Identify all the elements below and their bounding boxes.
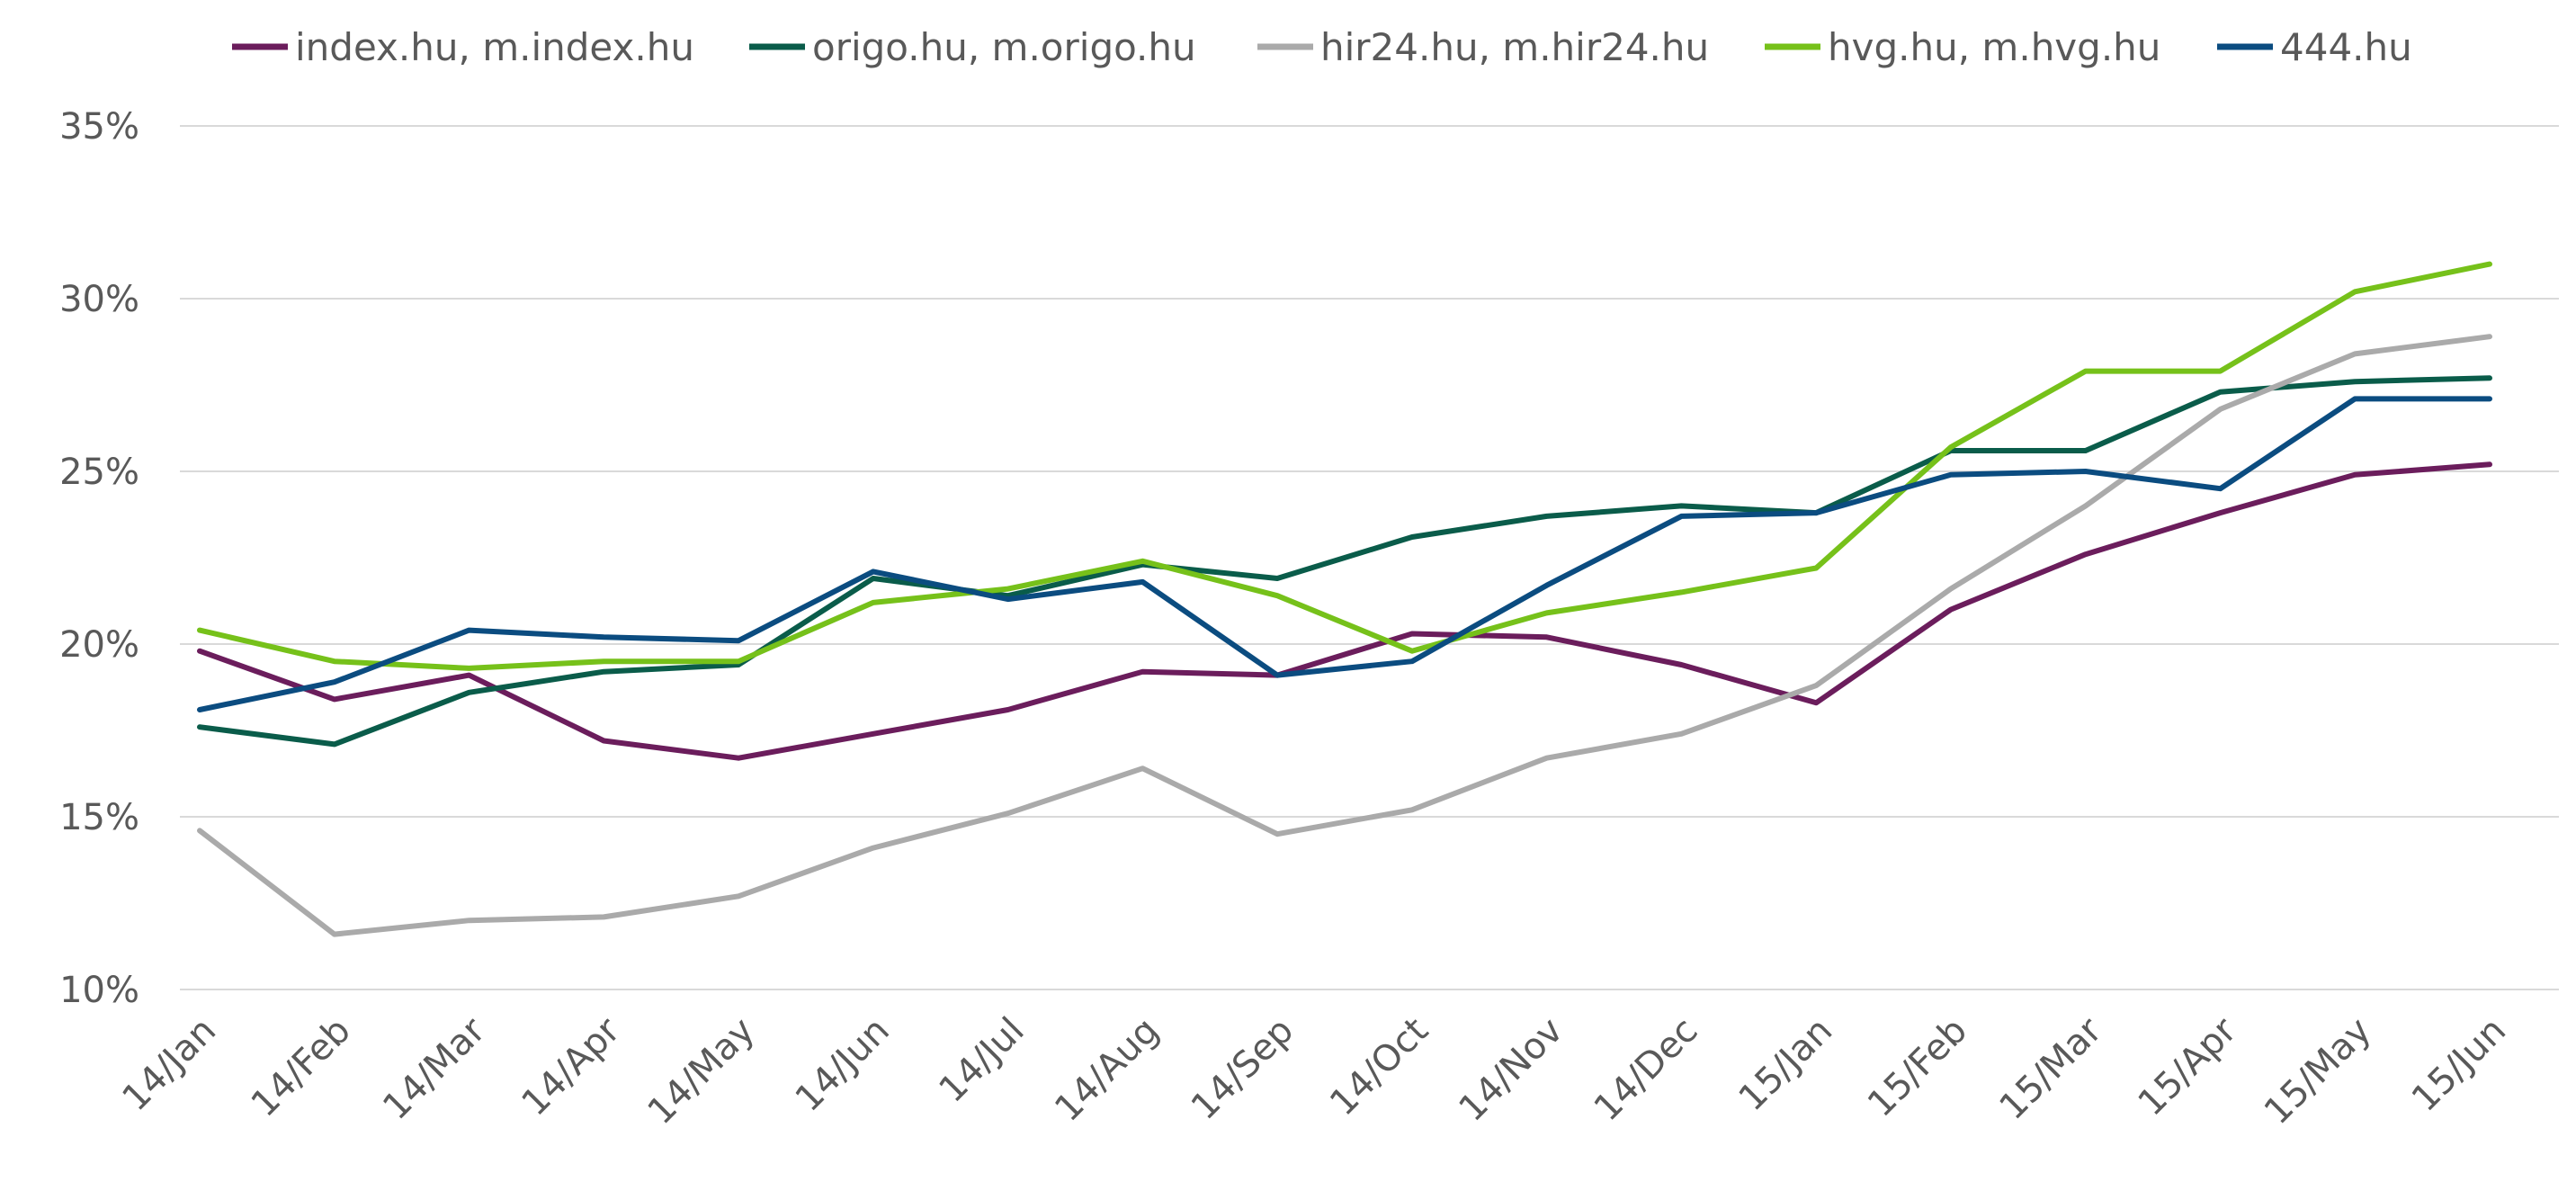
x-tick-label: 14/Feb [244, 1010, 359, 1125]
x-tick-label: 15/Jan [1731, 1010, 1841, 1120]
legend-label-1: origo.hu, m.origo.hu [812, 25, 1196, 69]
legend-label-2: hir24.hu, m.hir24.hu [1320, 25, 1709, 69]
y-tick-label: 35% [59, 106, 139, 148]
x-tick-label: 14/Oct [1322, 1010, 1436, 1124]
y-tick-label: 30% [59, 279, 139, 320]
x-tick-label: 14/Jul [931, 1010, 1032, 1111]
y-tick-label: 20% [59, 624, 139, 666]
x-tick-label: 14/May [640, 1010, 764, 1133]
series-line-3 [197, 261, 2492, 671]
series-line-2 [197, 334, 2492, 937]
x-axis-tick-labels: 14/Jan 14/Feb 14/Mar 14/Apr 14/May 14/Jun 14/J… [114, 1009, 2514, 1133]
legend-label-4: 444.hu [2280, 25, 2412, 69]
series-lines [197, 261, 2492, 937]
x-tick-label: 15/Feb [1860, 1010, 1975, 1125]
x-tick-label: 14/Jun [788, 1010, 898, 1120]
legend-label-3: hvg.hu, m.hvg.hu [1828, 25, 2160, 69]
legend: index.hu, m.index.hu origo.hu, m.origo.hu… [232, 25, 2412, 69]
x-tick-label: 14/Nov [1451, 1010, 1570, 1130]
x-tick-label: 14/Apr [514, 1009, 628, 1124]
series-line-0 [197, 461, 2492, 761]
x-tick-label: 14/Aug [1047, 1010, 1167, 1130]
x-tick-label: 15/May [2257, 1010, 2380, 1133]
x-tick-label: 15/Apr [2131, 1009, 2245, 1124]
series-line-4 [197, 396, 2492, 712]
x-tick-label: 14/Dec [1587, 1010, 1706, 1130]
x-tick-label: 15/Mar [1991, 1009, 2110, 1128]
gridlines [180, 125, 2559, 990]
legend-label-0: index.hu, m.index.hu [295, 25, 694, 69]
x-tick-label: 14/Jan [114, 1010, 224, 1120]
series-line-1 [197, 375, 2492, 748]
y-tick-label: 10% [59, 970, 139, 1011]
y-axis-tick-labels: 10% 15% 20% 25% 30% 35% [59, 106, 139, 1011]
y-tick-label: 25% [59, 452, 139, 493]
x-tick-label: 15/Jun [2404, 1010, 2514, 1120]
x-tick-label: 14/Mar [375, 1009, 494, 1128]
x-tick-label: 14/Sep [1184, 1010, 1301, 1128]
y-tick-label: 15% [59, 797, 139, 838]
